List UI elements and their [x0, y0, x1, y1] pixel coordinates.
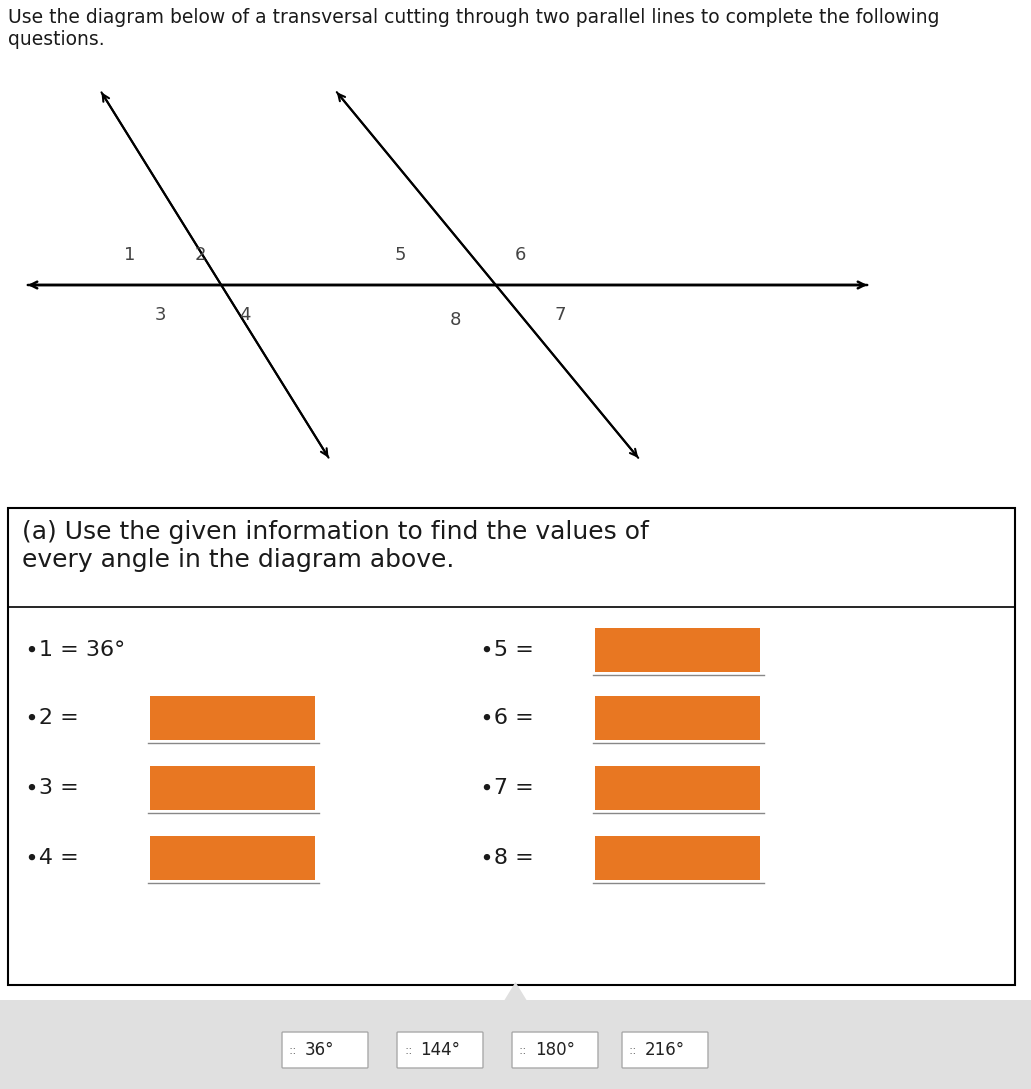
Text: 7: 7 — [555, 306, 566, 325]
Text: 144°: 144° — [420, 1041, 460, 1059]
Bar — [595, 836, 760, 880]
Text: ::: :: — [519, 1043, 528, 1056]
Bar — [0, 1000, 1031, 1089]
FancyBboxPatch shape — [282, 1032, 368, 1068]
Text: 180°: 180° — [535, 1041, 575, 1059]
Text: ::: :: — [629, 1043, 637, 1056]
Polygon shape — [504, 982, 527, 1000]
Text: ∙3 =: ∙3 = — [25, 778, 78, 798]
Text: 216°: 216° — [645, 1041, 686, 1059]
Text: 3: 3 — [155, 306, 166, 325]
Text: 5: 5 — [394, 246, 406, 264]
Text: (a) Use the given information to find the values of
every angle in the diagram a: (a) Use the given information to find th… — [22, 521, 648, 572]
Bar — [149, 836, 315, 880]
Bar — [149, 766, 315, 810]
Text: ::: :: — [404, 1043, 412, 1056]
Text: ∙4 =: ∙4 = — [25, 848, 78, 868]
Text: ∙6 =: ∙6 = — [480, 708, 534, 729]
Text: Use the diagram below of a transversal cutting through two parallel lines to com: Use the diagram below of a transversal c… — [8, 8, 939, 49]
Text: ∙1 = 36°: ∙1 = 36° — [25, 640, 125, 660]
Bar — [595, 696, 760, 741]
Text: 8: 8 — [450, 311, 461, 329]
Bar — [595, 766, 760, 810]
Text: ::: :: — [289, 1043, 298, 1056]
Text: 6: 6 — [514, 246, 526, 264]
Bar — [8, 507, 1015, 984]
FancyBboxPatch shape — [622, 1032, 708, 1068]
Text: 2: 2 — [194, 246, 206, 264]
Text: ∙8 =: ∙8 = — [480, 848, 534, 868]
Text: ∙7 =: ∙7 = — [480, 778, 534, 798]
Text: 36°: 36° — [305, 1041, 334, 1059]
Bar — [149, 696, 315, 741]
FancyBboxPatch shape — [512, 1032, 598, 1068]
Text: 1: 1 — [125, 246, 136, 264]
Bar — [595, 628, 760, 672]
FancyBboxPatch shape — [397, 1032, 483, 1068]
Text: ∙2 =: ∙2 = — [25, 708, 78, 729]
Text: 4: 4 — [239, 306, 251, 325]
Text: ∙5 =: ∙5 = — [480, 640, 534, 660]
